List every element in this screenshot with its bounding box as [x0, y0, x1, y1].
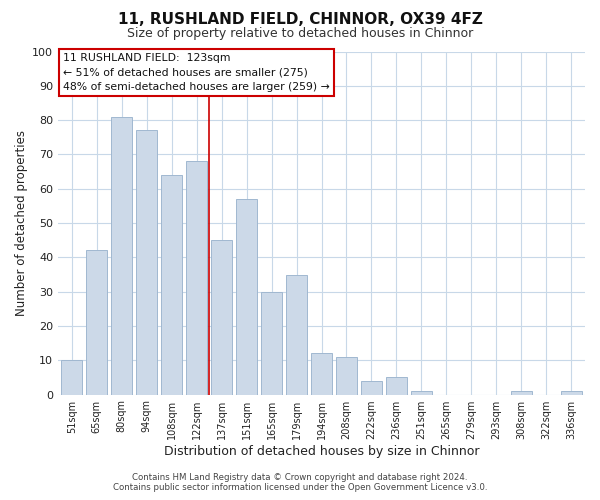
Bar [186, 162, 207, 394]
Y-axis label: Number of detached properties: Number of detached properties [15, 130, 28, 316]
Bar [560, 391, 582, 394]
Bar [86, 250, 107, 394]
Bar [361, 381, 382, 394]
Bar [136, 130, 157, 394]
Bar [286, 274, 307, 394]
Bar [336, 357, 357, 395]
Bar [111, 116, 133, 394]
Bar [511, 391, 532, 394]
Bar [161, 175, 182, 394]
Bar [61, 360, 82, 394]
Bar [411, 391, 432, 394]
X-axis label: Distribution of detached houses by size in Chinnor: Distribution of detached houses by size … [164, 444, 479, 458]
Text: 11, RUSHLAND FIELD, CHINNOR, OX39 4FZ: 11, RUSHLAND FIELD, CHINNOR, OX39 4FZ [118, 12, 482, 28]
Bar [261, 292, 282, 395]
Text: Contains HM Land Registry data © Crown copyright and database right 2024.
Contai: Contains HM Land Registry data © Crown c… [113, 473, 487, 492]
Bar [211, 240, 232, 394]
Bar [386, 378, 407, 394]
Bar [236, 199, 257, 394]
Text: Size of property relative to detached houses in Chinnor: Size of property relative to detached ho… [127, 28, 473, 40]
Text: 11 RUSHLAND FIELD:  123sqm
← 51% of detached houses are smaller (275)
48% of sem: 11 RUSHLAND FIELD: 123sqm ← 51% of detac… [63, 53, 330, 92]
Bar [311, 354, 332, 395]
